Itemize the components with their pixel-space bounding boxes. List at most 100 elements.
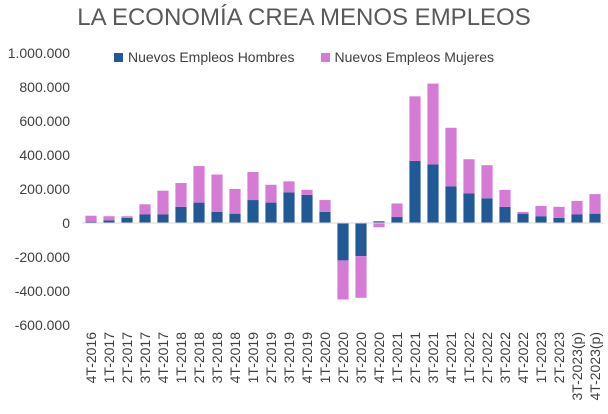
x-tick-label: 1T-2022 bbox=[461, 332, 477, 384]
bar-mujeres bbox=[571, 200, 583, 215]
x-tick-label: 2T-2021 bbox=[407, 332, 423, 384]
x-tick-label: 1T-2019 bbox=[245, 332, 261, 384]
bar-mujeres bbox=[103, 216, 115, 221]
legend-item-mujeres: Nuevos Empleos Mujeres bbox=[320, 49, 495, 65]
bar-mujeres bbox=[211, 174, 223, 212]
bar-mujeres bbox=[157, 190, 169, 215]
legend-label-mujeres: Nuevos Empleos Mujeres bbox=[334, 49, 495, 65]
bar-mujeres bbox=[85, 215, 97, 222]
bar-hombres bbox=[301, 194, 313, 223]
bar-mujeres bbox=[355, 256, 367, 298]
bar-hombres bbox=[391, 217, 403, 223]
legend-label-hombres: Nuevos Empleos Hombres bbox=[127, 49, 295, 65]
bar-mujeres bbox=[139, 204, 151, 215]
x-tick-label: 3T-2017 bbox=[137, 332, 153, 384]
bar-hombres bbox=[499, 206, 511, 223]
bar-mujeres bbox=[121, 216, 133, 218]
bar-hombres bbox=[193, 202, 205, 223]
bar-hombres bbox=[211, 211, 223, 223]
bar-hombres bbox=[121, 217, 133, 223]
x-tick-label: 1T-2021 bbox=[389, 332, 405, 384]
chart-legend: Nuevos Empleos Hombres Nuevos Empleos Mu… bbox=[0, 49, 608, 65]
bar-hombres bbox=[229, 213, 241, 223]
bar-hombres bbox=[355, 223, 367, 257]
bar-mujeres bbox=[283, 181, 295, 193]
bar-hombres bbox=[373, 221, 385, 223]
y-tick-label: -600.000 bbox=[15, 317, 70, 333]
x-tick-label: 4T-2020 bbox=[371, 332, 387, 384]
bar-hombres bbox=[265, 202, 277, 223]
bar-mujeres bbox=[337, 260, 349, 300]
x-tick-label: 1T-2018 bbox=[173, 332, 189, 384]
x-tick-label: 2T-2020 bbox=[335, 332, 351, 384]
bar-hombres bbox=[103, 220, 115, 223]
bar-hombres bbox=[319, 211, 331, 223]
legend-swatch-hombres bbox=[113, 52, 123, 62]
legend-item-hombres: Nuevos Empleos Hombres bbox=[113, 49, 295, 65]
x-tick-label: 2T-2022 bbox=[479, 332, 495, 384]
x-tick-label: 3T-2020 bbox=[353, 332, 369, 384]
x-tick-label: 1T-2023 bbox=[533, 332, 549, 384]
x-tick-label: 4T-2016 bbox=[83, 332, 99, 384]
bar-mujeres bbox=[499, 189, 511, 207]
bar-hombres bbox=[589, 213, 601, 223]
y-tick-label: -200.000 bbox=[15, 249, 70, 265]
x-tick-label: 2T-2017 bbox=[119, 332, 135, 384]
bar-hombres bbox=[445, 186, 457, 223]
bar-mujeres bbox=[481, 165, 493, 199]
x-tick-label: 4T-2022 bbox=[515, 332, 531, 384]
bar-mujeres bbox=[229, 189, 241, 214]
y-tick-label: 1.000.000 bbox=[8, 45, 70, 61]
x-tick-label: 3T-2019 bbox=[281, 332, 297, 384]
bar-hombres bbox=[481, 198, 493, 223]
y-tick-label: 400.000 bbox=[19, 147, 70, 163]
bar-mujeres bbox=[553, 206, 565, 218]
y-tick-label: -400.000 bbox=[15, 283, 70, 299]
x-tick-label: 3T-2022 bbox=[497, 332, 513, 384]
bar-hombres bbox=[283, 192, 295, 223]
x-tick-label: 4T-2023(p) bbox=[587, 332, 603, 400]
bar-hombres bbox=[571, 214, 583, 223]
bar-hombres bbox=[157, 214, 169, 223]
bar-mujeres bbox=[535, 206, 547, 217]
x-tick-label: 4T-2021 bbox=[443, 332, 459, 384]
x-tick-label: 3T-2021 bbox=[425, 332, 441, 384]
bar-mujeres bbox=[427, 83, 439, 165]
bar-mujeres bbox=[391, 203, 403, 218]
x-tick-label: 4T-2018 bbox=[227, 332, 243, 384]
bar-mujeres bbox=[463, 159, 475, 194]
bar-mujeres bbox=[265, 184, 277, 203]
x-tick-label: 2T-2023 bbox=[551, 332, 567, 384]
bar-hombres bbox=[85, 221, 97, 223]
bar-mujeres bbox=[175, 183, 187, 207]
bar-hombres bbox=[535, 216, 547, 223]
bar-mujeres bbox=[319, 200, 331, 212]
bar-mujeres bbox=[193, 166, 205, 203]
bar-mujeres bbox=[517, 211, 529, 214]
bar-hombres bbox=[175, 206, 187, 223]
x-tick-label: 4T-2019 bbox=[299, 332, 315, 384]
x-tick-label: 3T-2018 bbox=[209, 332, 225, 384]
bar-mujeres bbox=[445, 127, 457, 187]
x-tick-label: 3T-2023(p) bbox=[569, 332, 585, 400]
x-tick-label: 2T-2018 bbox=[191, 332, 207, 384]
y-tick-label: 600.000 bbox=[19, 113, 70, 129]
bar-hombres bbox=[409, 160, 421, 223]
bar-hombres bbox=[517, 213, 529, 223]
y-tick-label: 800.000 bbox=[19, 79, 70, 95]
bar-mujeres bbox=[247, 172, 259, 201]
bar-mujeres bbox=[373, 223, 385, 228]
bar-mujeres bbox=[301, 189, 313, 195]
bar-hombres bbox=[553, 217, 565, 223]
x-tick-label: 1T-2017 bbox=[101, 332, 117, 384]
legend-swatch-mujeres bbox=[320, 52, 330, 62]
x-tick-label: 4T-2017 bbox=[155, 332, 171, 384]
chart-title: LA ECONOMÍA CREA MENOS EMPLEOS bbox=[77, 4, 531, 31]
x-tick-label: 2T-2019 bbox=[263, 332, 279, 384]
x-tick-label: 1T-2020 bbox=[317, 332, 333, 384]
bar-hombres bbox=[337, 223, 349, 261]
bar-hombres bbox=[463, 193, 475, 223]
bar-hombres bbox=[247, 200, 259, 223]
y-tick-label: 0 bbox=[62, 215, 70, 231]
